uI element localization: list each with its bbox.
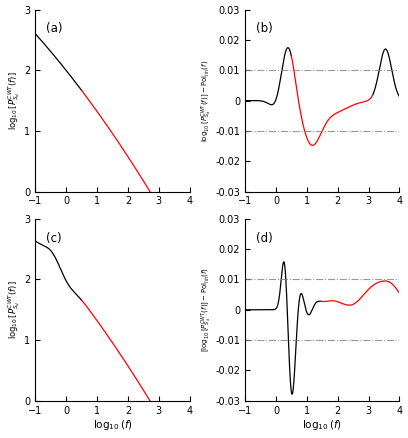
Y-axis label: $\log_{10}[P_{S_d}^{CWT}(f)]-\mathrm{Pol}_{lin}(f)$: $\log_{10}[P_{S_d}^{CWT}(f)]-\mathrm{Pol… <box>200 60 214 142</box>
Y-axis label: $\log_{10}[P_{S_d}^{CWT}(f)]$: $\log_{10}[P_{S_d}^{CWT}(f)]$ <box>6 280 22 339</box>
X-axis label: $\log_{10}(f)$: $\log_{10}(f)$ <box>93 418 133 432</box>
Text: (d): (d) <box>256 232 273 244</box>
Text: (a): (a) <box>46 22 63 35</box>
Text: (c): (c) <box>46 232 62 244</box>
Y-axis label: $[\log_{10}[P_{S_d}^{CWT}(f)]-\mathrm{Pol}_{lin}(f)$: $[\log_{10}[P_{S_d}^{CWT}(f)]-\mathrm{Po… <box>200 267 214 352</box>
Text: (b): (b) <box>256 22 273 35</box>
X-axis label: $\log_{10}(f)$: $\log_{10}(f)$ <box>302 418 342 432</box>
Y-axis label: $\log_{10}[P_{S_d}^{CWT}(f)]$: $\log_{10}[P_{S_d}^{CWT}(f)]$ <box>6 71 22 130</box>
